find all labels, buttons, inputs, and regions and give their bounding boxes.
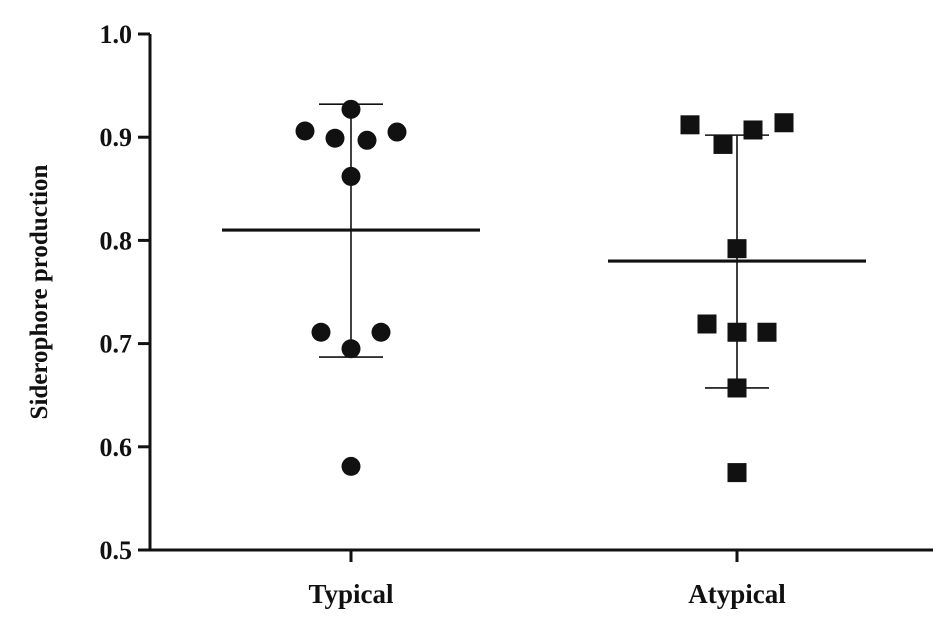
- y-tick-label: 0.9: [100, 123, 133, 152]
- y-axis: 0.5 0.6 0.7 0.8 0.9 1.0: [100, 20, 152, 565]
- y-tick-label: 0.8: [100, 226, 133, 255]
- series-atypical: [608, 113, 866, 483]
- data-point: [680, 115, 700, 135]
- data-point: [757, 322, 777, 342]
- x-axis: Typical Atypical: [148, 548, 933, 609]
- data-point: [697, 314, 717, 334]
- data-point: [341, 456, 361, 476]
- series-typical: [222, 99, 480, 476]
- data-point: [371, 322, 391, 342]
- data-point: [727, 322, 747, 342]
- data-point: [774, 113, 794, 133]
- x-category-label: Typical: [308, 579, 394, 609]
- data-point: [295, 121, 315, 141]
- data-point: [743, 120, 763, 140]
- data-point: [727, 463, 747, 483]
- plot-area: [222, 99, 866, 483]
- data-point: [727, 239, 747, 259]
- data-point: [357, 130, 377, 150]
- y-tick-label: 0.7: [100, 330, 133, 359]
- y-tick-label: 0.6: [100, 433, 133, 462]
- data-point: [341, 99, 361, 119]
- y-axis-title: Siderophore production: [26, 164, 53, 419]
- y-tick-label: 0.5: [100, 536, 133, 565]
- x-category-label: Atypical: [688, 579, 786, 609]
- data-point: [325, 128, 345, 148]
- data-point: [341, 166, 361, 186]
- data-point: [387, 122, 407, 142]
- data-point: [341, 339, 361, 359]
- data-point: [713, 134, 733, 154]
- y-tick-label: 1.0: [100, 20, 133, 49]
- data-point: [311, 322, 331, 342]
- data-point: [727, 378, 747, 398]
